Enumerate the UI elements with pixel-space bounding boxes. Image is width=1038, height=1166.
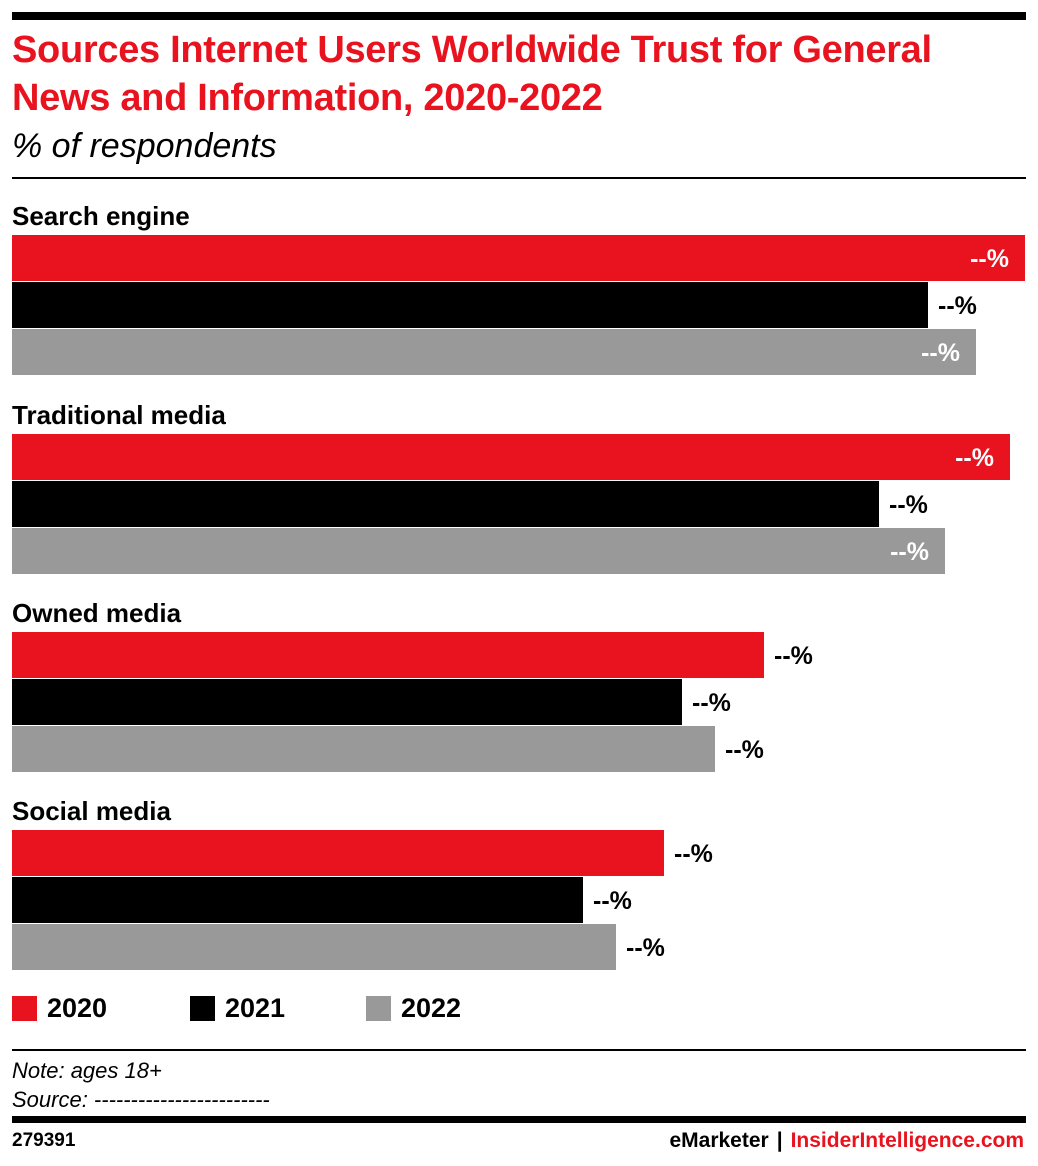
data-label-search-engine-2020: --%: [970, 245, 1009, 273]
subtitle-rule: [12, 177, 1026, 179]
bar-search-engine-2021: [12, 282, 928, 328]
legend-label-2022: 2022: [401, 992, 462, 1023]
top-rule: [12, 12, 1026, 20]
bar-traditional-media-2022: [12, 528, 945, 574]
bar-owned-media-2022: [12, 726, 715, 772]
bar-social-media-2022: [12, 924, 616, 970]
legend-item-2021: 2021: [190, 990, 285, 1026]
data-label-social-media-2022: --%: [626, 934, 665, 962]
category-label-owned-media: Owned media: [12, 598, 182, 628]
legend-label-2021: 2021: [225, 992, 286, 1023]
bar-owned-media-2020: [12, 632, 764, 678]
brand-line: eMarketer | InsiderIntelligence.com: [669, 1128, 1024, 1154]
bar-search-engine-2020: [12, 235, 1025, 281]
data-label-owned-media-2021: --%: [692, 689, 731, 717]
bar-traditional-media-2020: [12, 434, 1010, 480]
brand-emarketer: eMarketer: [669, 1129, 769, 1152]
chart-subtitle: % of respondents: [12, 127, 277, 165]
legend-item-2020: 2020: [12, 990, 107, 1026]
chart-id: 279391: [12, 1130, 76, 1151]
note-text: Note: ages 18+: [12, 1058, 162, 1083]
data-label-search-engine-2021: --%: [938, 292, 977, 320]
chart-title: Sources Internet Users Worldwide Trust f…: [12, 29, 932, 119]
data-label-owned-media-2020: --%: [774, 642, 813, 670]
brand-separator: |: [776, 1129, 783, 1152]
data-label-owned-media-2022: --%: [725, 736, 764, 764]
bar-social-media-2020: [12, 830, 664, 876]
data-label-traditional-media-2020: --%: [955, 444, 994, 472]
category-label-traditional-media: Traditional media: [12, 400, 226, 430]
legend-label-2020: 2020: [47, 992, 108, 1023]
note-rule: [12, 1049, 1026, 1051]
bar-traditional-media-2021: [12, 481, 879, 527]
category-label-social-media: Social media: [12, 796, 171, 826]
footer-rule: [12, 1116, 1026, 1123]
legend-swatch-2022: [366, 995, 391, 1021]
legend-item-2022: 2022: [366, 990, 461, 1026]
data-label-search-engine-2022: --%: [921, 339, 960, 367]
bar-social-media-2021: [12, 877, 583, 923]
data-label-social-media-2021: --%: [593, 887, 632, 915]
category-label-search-engine: Search engine: [12, 201, 190, 231]
source-text: Source: ------------------------: [12, 1087, 270, 1112]
bar-chart: Search engine --% --% --% Traditional media -…: [12, 201, 1025, 970]
data-label-traditional-media-2022: --%: [890, 538, 929, 566]
data-label-social-media-2020: --%: [674, 840, 713, 868]
data-label-traditional-media-2021: --%: [889, 491, 928, 519]
bar-owned-media-2021: [12, 679, 682, 725]
brand-insider-intelligence: InsiderIntelligence.com: [790, 1129, 1024, 1152]
legend-swatch-2021: [190, 995, 215, 1021]
bar-search-engine-2022: [12, 329, 976, 375]
legend-swatch-2020: [12, 995, 37, 1021]
